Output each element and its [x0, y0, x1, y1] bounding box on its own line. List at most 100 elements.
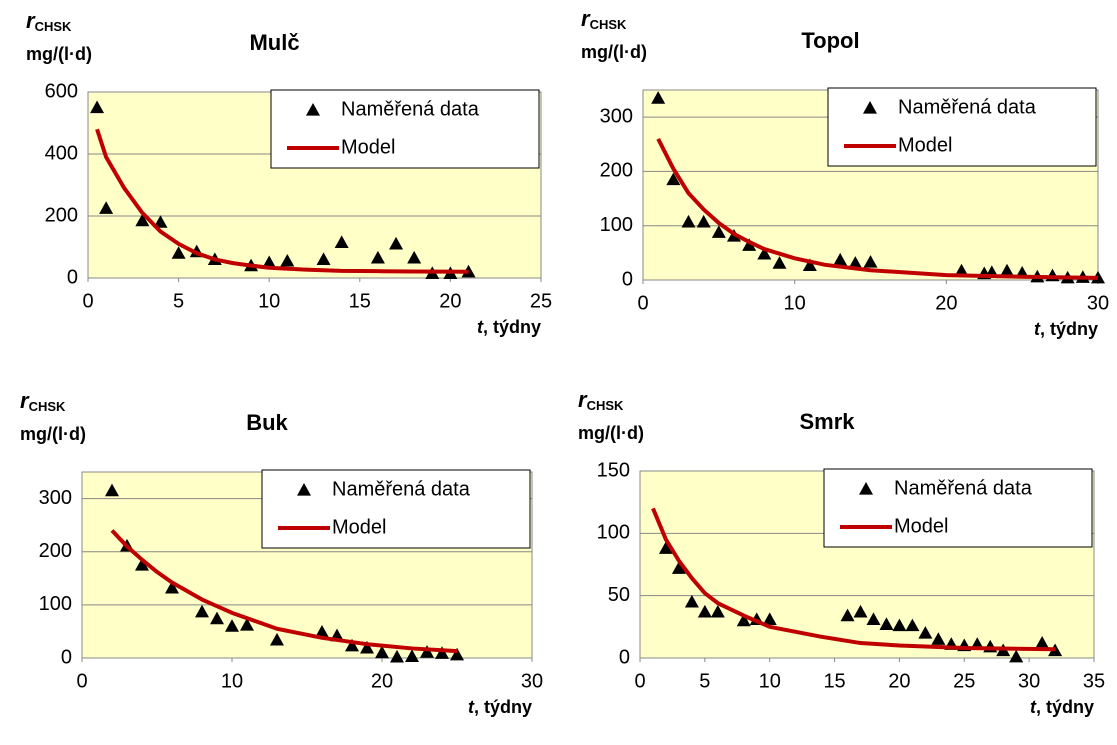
- x-label-suffix: , týdny: [1040, 319, 1098, 339]
- data-point: [389, 236, 404, 250]
- x-tick-label: 0: [76, 670, 87, 692]
- data-point: [225, 619, 239, 632]
- y-label-symbol: r: [26, 8, 36, 33]
- legend-swatch: [297, 483, 311, 496]
- x-tick-label: 10: [221, 670, 243, 692]
- legend-label: Naměřená data: [894, 477, 1033, 499]
- data-point: [1035, 636, 1050, 649]
- data-point: [651, 91, 666, 104]
- data-point: [334, 235, 349, 248]
- data-point: [153, 215, 168, 228]
- x-label-suffix: , týdny: [1036, 697, 1094, 717]
- data-point: [848, 256, 863, 269]
- y-tick-label: 200: [600, 160, 633, 182]
- legend-label: Naměřená data: [898, 96, 1037, 118]
- data-point: [99, 201, 114, 214]
- data-point: [262, 255, 277, 269]
- chart-title: Topol: [801, 28, 859, 53]
- data-point: [671, 561, 686, 574]
- data-point: [90, 100, 105, 114]
- x-label-suffix: , týdny: [474, 697, 532, 717]
- data-point: [1000, 263, 1014, 277]
- x-tick-label: 5: [699, 670, 710, 692]
- x-label: t, týdny: [1034, 319, 1098, 339]
- data-point: [280, 253, 295, 267]
- data-point: [905, 618, 920, 632]
- legend-box: [270, 89, 540, 169]
- chart-title: Buk: [246, 410, 288, 435]
- data-point: [165, 580, 179, 594]
- x-tick-label: 15: [349, 290, 371, 312]
- y-label-sub: CHSK: [35, 19, 72, 34]
- y-tick-label: 600: [45, 80, 78, 102]
- y-tick-label: 300: [39, 487, 72, 509]
- data-point: [390, 649, 404, 663]
- data-point: [710, 604, 725, 618]
- data-point: [1009, 649, 1024, 663]
- y-label-symbol: r: [20, 388, 30, 413]
- y-label-symbol: r: [581, 6, 591, 31]
- y-tick-label: 100: [600, 214, 633, 236]
- x-label-suffix: , týdny: [483, 317, 541, 337]
- legend-label: Naměřená data: [332, 478, 471, 500]
- x-tick-label: 20: [439, 290, 461, 312]
- data-point: [405, 649, 419, 663]
- x-tick-label: 20: [371, 670, 393, 692]
- data-point: [840, 608, 855, 622]
- data-point: [135, 213, 150, 227]
- x-tick-label: 25: [530, 290, 552, 312]
- y-tick-label: 100: [597, 522, 630, 544]
- data-point: [802, 258, 817, 271]
- y-unit: mg/(l·d): [20, 424, 86, 444]
- data-point: [762, 612, 777, 625]
- x-tick-label: 10: [759, 670, 781, 692]
- data-point: [931, 632, 946, 645]
- data-point: [954, 263, 969, 277]
- data-point: [757, 246, 772, 260]
- legend-swatch: [306, 103, 320, 116]
- chart-panel: 0 100 200 300 0 10 20 30 Topol rCHSK mg/(l·d) t, tý…: [581, 6, 1109, 339]
- y-tick-label: 150: [597, 459, 630, 481]
- y-tick-label: 300: [600, 105, 633, 127]
- data-point: [450, 647, 464, 661]
- y-tick-label: 0: [67, 266, 78, 288]
- data-point: [892, 618, 907, 632]
- x-tick-label: 0: [82, 290, 93, 312]
- y-label: rCHSK: [581, 6, 627, 33]
- chart-panel: 0 50 100 150 0 5 10 15 20 25 30 35 Smrk rCHSK mg/(l·d)…: [578, 387, 1105, 717]
- data-point: [658, 541, 673, 554]
- data-point: [697, 604, 712, 618]
- legend-label: Model: [332, 516, 386, 538]
- data-point: [736, 613, 751, 627]
- data-point: [918, 626, 933, 639]
- legend-label: Naměřená data: [341, 98, 480, 120]
- x-label: t, týdny: [477, 317, 541, 337]
- y-label: rCHSK: [578, 387, 624, 414]
- y-label: rCHSK: [26, 8, 72, 35]
- legend-box: [261, 469, 531, 549]
- data-point: [240, 618, 254, 631]
- x-tick-label: 35: [1083, 670, 1105, 692]
- x-tick-label: 30: [1018, 670, 1040, 692]
- x-tick-label: 20: [888, 670, 910, 692]
- x-tick-label: 25: [953, 670, 975, 692]
- data-point: [195, 604, 209, 618]
- x-label-symbol: t: [468, 697, 475, 717]
- x-label: t, týdny: [468, 697, 532, 717]
- data-point: [375, 645, 389, 659]
- y-tick-label: 200: [45, 204, 78, 226]
- chart-title: Smrk: [799, 409, 855, 434]
- x-label-symbol: t: [477, 317, 484, 337]
- legend-swatch: [859, 482, 873, 495]
- y-label-sub: CHSK: [587, 398, 624, 413]
- data-point: [866, 612, 881, 625]
- data-point: [772, 256, 787, 269]
- chart-title: Mulč: [249, 30, 299, 55]
- data-point: [684, 594, 699, 608]
- chart-panel: 0 100 200 300 0 10 20 30 Buk rCHSK mg/(l·d) t, týdn…: [20, 388, 543, 717]
- data-point: [435, 646, 449, 659]
- data-point: [742, 238, 757, 251]
- data-point: [105, 483, 119, 497]
- x-tick-label: 30: [521, 670, 543, 692]
